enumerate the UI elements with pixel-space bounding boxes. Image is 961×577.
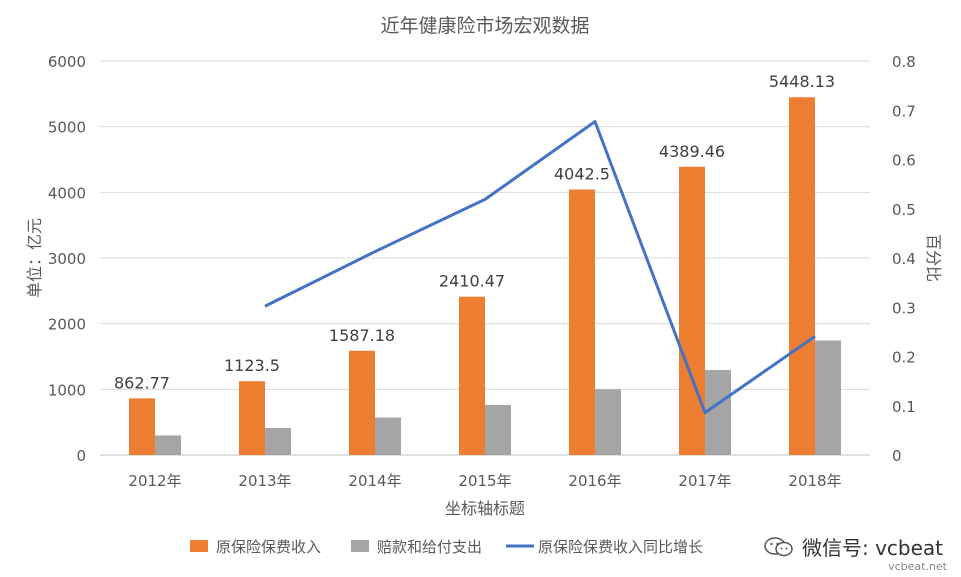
y-tick-label: 0: [76, 447, 86, 465]
bar-premium: [129, 398, 155, 455]
x-tick-label: 2017年: [678, 472, 731, 490]
y2-tick-label: 0.4: [892, 250, 916, 268]
bar-claims: [485, 404, 511, 455]
y-tick-label: 6000: [48, 53, 86, 71]
legend-swatch: [351, 540, 369, 552]
bar-claims: [595, 389, 621, 455]
growth-line: [264, 120, 816, 415]
watermark-subtext: vcbeat.net: [888, 560, 947, 573]
y2-tick-label: 0.5: [892, 201, 916, 219]
legend-swatch: [190, 540, 208, 552]
y2-tick-label: 0: [892, 447, 902, 465]
legend-label: 原保险保费收入: [216, 538, 321, 556]
data-label: 4389.46: [659, 142, 725, 161]
bar-claims: [705, 369, 731, 455]
data-label: 4042.5: [554, 165, 610, 184]
x-tick-label: 2013年: [238, 472, 291, 490]
y2-tick-label: 0.8: [892, 53, 916, 71]
legend-label: 原保险保费收入同比增长: [538, 538, 703, 556]
bar-premium: [569, 189, 595, 456]
y2-tick-label: 0.7: [892, 102, 916, 120]
y2-tick-label: 0.1: [892, 398, 916, 416]
x-tick-label: 2015年: [458, 472, 511, 490]
bar-claims: [265, 428, 291, 455]
bar-premium: [349, 350, 375, 455]
x-tick-label: 2014年: [348, 472, 401, 490]
chart-title: 近年健康险市场宏观数据: [380, 15, 589, 37]
data-label: 2410.47: [439, 272, 505, 291]
bar-claims: [375, 417, 401, 455]
y2-axis-title: 百分比: [924, 234, 943, 282]
y2-tick-label: 0.6: [892, 152, 916, 170]
y-tick-label: 4000: [48, 184, 86, 202]
y2-tick-label: 0.3: [892, 299, 916, 317]
watermark: 微信号: vcbeat: [764, 532, 943, 561]
y-tick-label: 3000: [48, 250, 86, 268]
y-axis-title: 单位：亿元: [25, 218, 44, 298]
x-tick-label: 2012年: [128, 472, 181, 490]
data-label: 1123.5: [224, 356, 280, 375]
y-tick-label: 1000: [48, 381, 86, 399]
x-tick-label: 2016年: [568, 472, 621, 490]
legend-label: 赔款和给付支出: [377, 538, 482, 556]
bar-claims: [815, 340, 841, 455]
bar-premium: [459, 296, 485, 455]
bar-premium: [789, 97, 815, 455]
x-tick-label: 2018年: [788, 472, 841, 490]
y-tick-label: 2000: [48, 316, 86, 334]
bar-premium: [679, 166, 705, 455]
wechat-icon: [764, 536, 793, 556]
data-label: 5448.13: [769, 72, 835, 91]
data-label: 1587.18: [329, 326, 395, 345]
bar-claims: [155, 435, 181, 455]
x-axis-title: 坐标轴标题: [445, 499, 525, 518]
bar-premium: [239, 381, 265, 455]
data-label: 862.77: [114, 373, 170, 392]
y-tick-label: 5000: [48, 119, 86, 137]
y2-tick-label: 0.2: [892, 349, 916, 367]
watermark-text: 微信号: vcbeat: [801, 536, 943, 560]
